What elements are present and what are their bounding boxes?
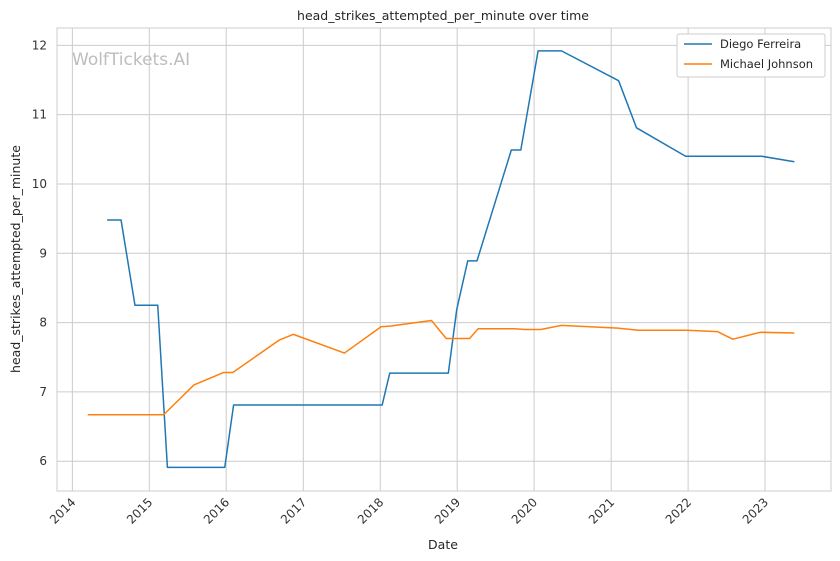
y-tick-label: 6 (39, 454, 47, 468)
watermark: WolfTickets.AI (72, 50, 190, 70)
x-tick-label: 2019 (432, 495, 463, 526)
y-tick-label: 8 (39, 316, 47, 330)
series-line-diego-ferreira (107, 50, 795, 469)
x-tick-label: 2020 (509, 495, 540, 526)
x-tick-label: 2015 (124, 495, 155, 526)
legend-label-michael-johnson: Michael Johnson (720, 57, 813, 71)
y-tick-label: 11 (32, 108, 47, 122)
x-axis-label: Date (428, 537, 458, 552)
y-axis-ticks: 6 7 8 9 10 11 12 (32, 38, 47, 468)
x-tick-label: 2018 (355, 495, 386, 526)
series-layer (87, 50, 795, 469)
x-axis-ticks: 2014 2015 2016 2017 2018 2019 2020 2021 2022 2023 (47, 495, 771, 526)
chart-title: head_strikes_attempted_per_minute over t… (297, 8, 589, 23)
y-tick-label: 12 (32, 38, 47, 52)
x-tick-label: 2017 (278, 495, 309, 526)
y-tick-label: 10 (32, 177, 47, 191)
x-tick-label: 2023 (740, 495, 771, 526)
x-tick-label: 2014 (47, 495, 78, 526)
legend: Diego Ferreira Michael Johnson (676, 33, 826, 78)
series-line-michael-johnson (87, 319, 795, 416)
y-tick-label: 9 (39, 246, 47, 260)
y-axis-label: head_strikes_attempted_per_minute (8, 145, 23, 373)
legend-label-diego-ferreira: Diego Ferreira (720, 37, 801, 51)
x-tick-label: 2022 (663, 495, 694, 526)
plot-background (56, 27, 832, 492)
legend-box (676, 33, 826, 78)
x-tick-label: 2016 (201, 495, 232, 526)
x-tick-label: 2021 (586, 495, 617, 526)
y-tick-label: 7 (39, 385, 47, 399)
